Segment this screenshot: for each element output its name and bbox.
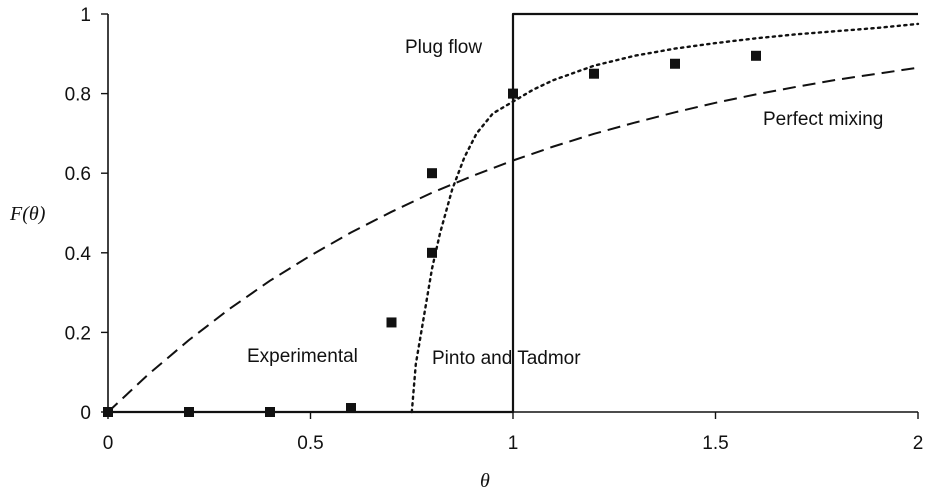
plug-flow-label: Plug flow [405,37,482,58]
perfect-mixing-label: Perfect mixing [763,109,883,130]
y-tick-label: 0.2 [65,323,91,344]
experimental-point [184,407,194,417]
y-tick-label: 0.6 [65,164,91,185]
experimental-point [427,168,437,179]
experimental-point [670,58,680,69]
experimental-point [346,403,356,414]
x-tick-label: 0.5 [297,433,323,454]
experimental-point [103,407,113,417]
experimental-point [589,68,599,79]
y-tick-label: 0.4 [65,244,92,265]
experimental-point [751,50,761,61]
pinto-tadmor-label: Pinto and Tadmor [432,348,581,369]
experimental-point [427,247,437,258]
ticks: 0 0.5 1 1.5 2 0 0.2 0.4 0.6 0.8 1 [65,5,924,454]
experimental-label: Experimental [247,346,358,367]
x-tick-label: 0 [103,433,114,454]
experimental-point [508,88,518,99]
series-plug-flow [108,12,918,414]
x-tick-label: 1 [508,433,519,454]
x-tick-label: 2 [913,433,924,454]
x-axis-title: θ [480,470,490,492]
y-axis-title: F(θ) [9,203,46,225]
x-tick-label: 1.5 [702,433,728,454]
series-layer [107,12,920,414]
experimental-point [386,317,397,328]
experimental-point [265,407,275,417]
y-tick-label: 0 [80,403,91,424]
series-perfect-mixing [107,66,919,413]
experimental-points [103,50,761,417]
y-tick-label: 0.8 [65,85,91,106]
y-tick-label: 1 [80,5,91,26]
